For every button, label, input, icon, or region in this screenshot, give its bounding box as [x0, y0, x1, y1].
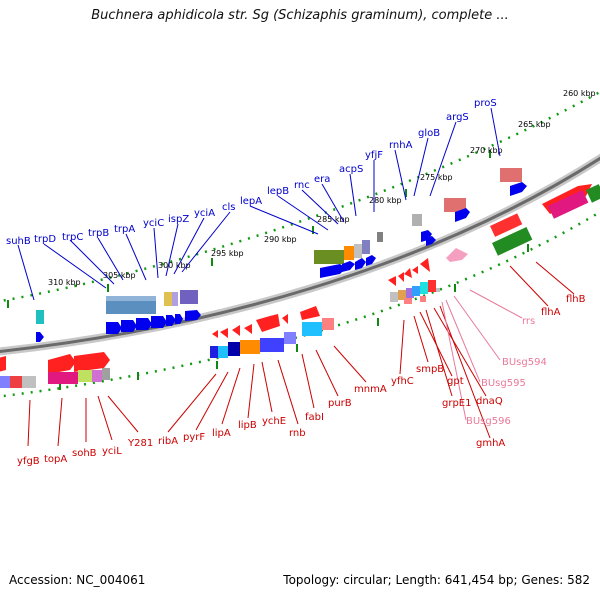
- gene-label: yfhC: [391, 376, 414, 387]
- gene-label: rnb: [289, 428, 306, 439]
- outer-scale-track: [0, 90, 600, 303]
- gene-label: trpA: [114, 224, 135, 235]
- rna-leader-lines: [441, 289, 523, 421]
- gene-label: yciA: [194, 208, 215, 219]
- gene-label: trpC: [62, 232, 83, 243]
- gene-label: fabI: [305, 412, 324, 423]
- gene-label: yfgB: [17, 456, 40, 467]
- outer-ticks: [7, 150, 491, 308]
- gene-label: smpB: [416, 364, 444, 375]
- gene-label: flhA: [541, 307, 561, 318]
- gene-label: lipB: [238, 420, 257, 431]
- accession-text: Accession: NC_004061: [9, 573, 146, 587]
- rna-gene-labels: BUsg594 BUsg595 BUsg596 rrs: [466, 316, 547, 427]
- reverse-gene-labels: yfgB topA sohB yciL Y281 ribA pyrF lipA …: [17, 294, 586, 467]
- gene-label: gloB: [418, 128, 440, 139]
- kbp-label: 290 kbp: [264, 235, 297, 244]
- gene-label: suhB: [6, 236, 31, 247]
- gene-label: purB: [328, 398, 352, 409]
- inner-scale-track: [0, 210, 600, 398]
- gene-label: ispZ: [168, 214, 189, 225]
- gene-label: cls: [222, 202, 236, 213]
- forward-gene-labels: suhB trpD trpC trpB trpA yciC ispZ yciA …: [6, 98, 497, 247]
- inner-ticks: [59, 244, 529, 390]
- gene-label: yciL: [102, 446, 122, 457]
- forward-gene-blocks: [36, 168, 527, 342]
- kbp-label: 300 kbp: [158, 261, 191, 270]
- gene-label: argS: [446, 112, 469, 123]
- gene-label: rrs: [522, 316, 535, 327]
- gene-label: pyrF: [183, 432, 205, 443]
- gene-label: flhB: [566, 294, 586, 305]
- reverse-gene-blocks: [0, 258, 440, 388]
- kbp-label: 295 kbp: [211, 249, 244, 258]
- gene-label: yciC: [143, 218, 164, 229]
- kbp-label: 310 kbp: [48, 278, 81, 287]
- gene-label: proS: [474, 98, 497, 109]
- gene-label: lepB: [267, 186, 289, 197]
- gene-label: grpE1: [442, 398, 472, 409]
- kbp-label: 305 kbp: [103, 271, 136, 280]
- map-title: Buchnera aphidicola str. Sg (Schizaphis …: [91, 8, 509, 23]
- forward-leader-lines: [17, 107, 501, 301]
- gene-label: dnaQ: [476, 396, 503, 407]
- kbp-label: 265 kbp: [518, 120, 551, 129]
- gene-label: gmhA: [476, 438, 505, 449]
- gene-label: gpt: [447, 376, 464, 387]
- gene-label: era: [314, 174, 330, 185]
- gene-label: trpB: [88, 228, 109, 239]
- kbp-label: 260 kbp: [563, 89, 596, 98]
- topology-text: Topology: circular; Length: 641,454 bp; …: [283, 573, 590, 587]
- gene-label: ribA: [158, 436, 178, 447]
- gene-label: yfjF: [365, 150, 383, 161]
- gene-label: mnmA: [354, 384, 387, 395]
- gene-label: topA: [44, 454, 67, 465]
- gene-label: ychE: [262, 416, 286, 427]
- gene-label: rnhA: [389, 140, 413, 151]
- gene-label: rnc: [294, 180, 310, 191]
- gene-label: BUsg594: [502, 357, 547, 368]
- gene-label: lipA: [212, 428, 231, 439]
- reverse-leader-lines: [27, 261, 575, 447]
- gene-label: lepA: [240, 196, 262, 207]
- kbp-label: 270 kbp: [470, 146, 503, 155]
- gene-label: sohB: [72, 448, 97, 459]
- gene-label: acpS: [339, 164, 363, 175]
- gene-label: trpD: [34, 234, 56, 245]
- gene-label: BUsg596: [466, 416, 511, 427]
- gene-label: Y281: [127, 438, 153, 449]
- gene-label: BUsg595: [481, 378, 526, 389]
- kbp-label: 280 kbp: [369, 196, 402, 205]
